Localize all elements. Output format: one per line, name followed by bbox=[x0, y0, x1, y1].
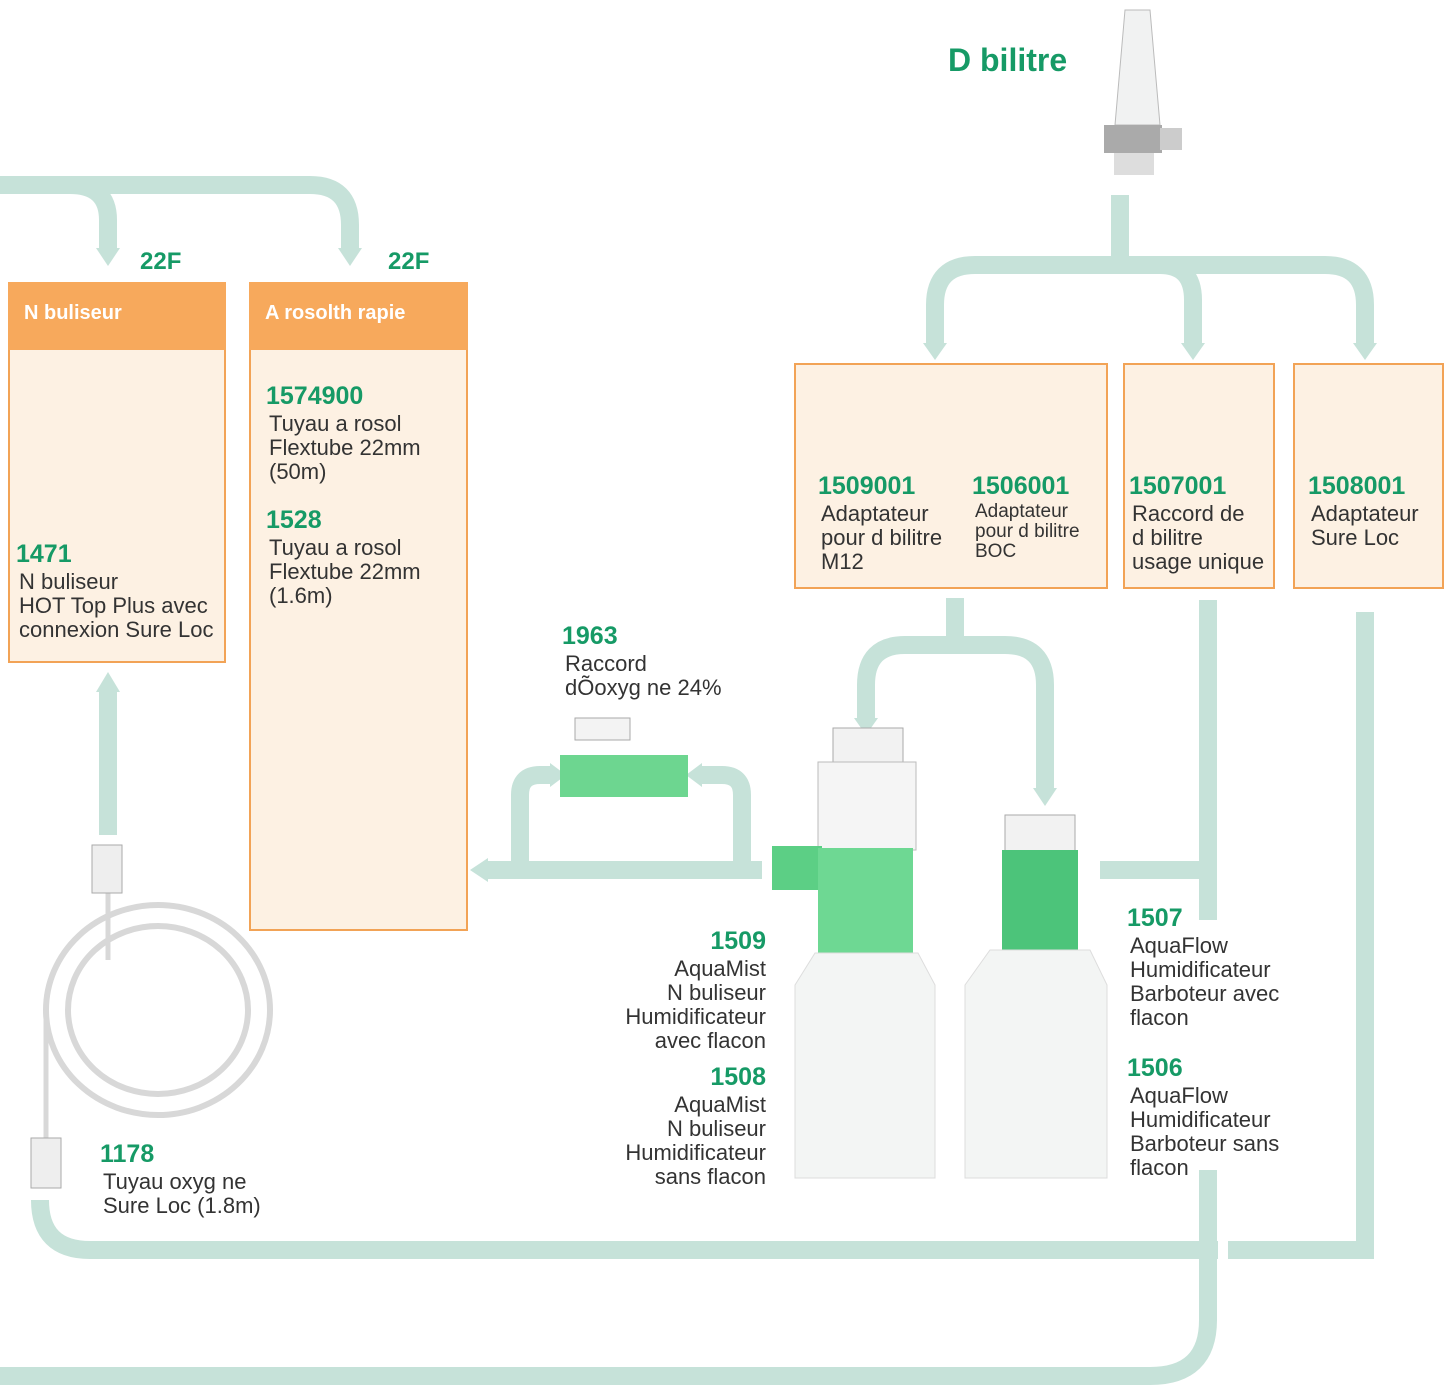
product-description: sans flacon bbox=[655, 1165, 766, 1189]
product-code: 1507 bbox=[1127, 904, 1183, 933]
arrow bbox=[1181, 343, 1205, 360]
shape bbox=[795, 953, 935, 1178]
arrow bbox=[96, 248, 120, 266]
shape bbox=[818, 762, 916, 850]
product-description: flacon bbox=[1130, 1006, 1189, 1030]
shape bbox=[818, 848, 913, 953]
port-label: 22F bbox=[140, 248, 181, 276]
product-code: 1574900 bbox=[266, 382, 363, 411]
arrow bbox=[338, 248, 362, 266]
pipe bbox=[935, 265, 1365, 345]
product-description: Tuyau a rosol bbox=[269, 412, 401, 436]
pipe bbox=[700, 775, 742, 862]
product-description: Humidificateur bbox=[625, 1141, 766, 1165]
connector-image bbox=[560, 718, 688, 797]
shape bbox=[31, 1138, 61, 1188]
box-header: A rosolth rapie bbox=[249, 282, 468, 350]
port-label: 22F bbox=[388, 248, 429, 276]
product-description: AquaMist bbox=[674, 1093, 766, 1117]
arrow bbox=[686, 763, 702, 787]
title: D bilitre bbox=[948, 42, 1067, 79]
product-description: Adaptateur bbox=[975, 502, 1068, 522]
product-description: BOC bbox=[975, 542, 1016, 562]
product-code: 1508 bbox=[710, 1063, 766, 1092]
diagram: N buliseur A rosolth rapie D bilitre 22F… bbox=[0, 0, 1453, 1385]
product-description: AquaFlow bbox=[1130, 1084, 1228, 1108]
flowmeter-tube bbox=[1115, 10, 1160, 125]
humidifier-images bbox=[772, 728, 1107, 1178]
arrow bbox=[923, 343, 947, 360]
shape bbox=[1002, 850, 1078, 950]
product-code: 1471 bbox=[16, 540, 72, 569]
product-code: 1506001 bbox=[972, 472, 1069, 501]
product-description: Sure Loc bbox=[1311, 526, 1399, 550]
product-description: N buliseur bbox=[667, 1117, 766, 1141]
pipe bbox=[955, 645, 1045, 790]
arrow bbox=[96, 672, 120, 692]
arrow bbox=[1353, 343, 1377, 360]
product-description: Tuyau oxyg ne bbox=[103, 1170, 247, 1194]
pipe bbox=[866, 598, 955, 720]
product-description: Barboteur avec bbox=[1130, 982, 1279, 1006]
product-code: 1508001 bbox=[1308, 472, 1405, 501]
shape bbox=[68, 926, 248, 1094]
product-description: Barboteur sans bbox=[1130, 1132, 1279, 1156]
product-code: 1507001 bbox=[1129, 472, 1226, 501]
product-description: pour d bilitre bbox=[821, 526, 942, 550]
product-description: dÕoxyg ne 24% bbox=[565, 676, 722, 700]
product-description: usage unique bbox=[1132, 550, 1264, 574]
pipe bbox=[0, 185, 350, 250]
shape bbox=[833, 728, 903, 764]
product-description: connexion Sure Loc bbox=[19, 618, 213, 642]
product-description: (50m) bbox=[269, 460, 326, 484]
product-description: Humidificateur bbox=[1130, 958, 1271, 982]
product-description: AquaFlow bbox=[1130, 934, 1228, 958]
arrow bbox=[1033, 788, 1057, 806]
shape bbox=[772, 846, 822, 890]
shape bbox=[46, 905, 270, 1115]
product-description: N buliseur bbox=[19, 570, 118, 594]
product-description: Raccord de bbox=[1132, 502, 1245, 526]
product-description: Flextube 22mm bbox=[269, 560, 421, 584]
product-description: Sure Loc (1.8m) bbox=[103, 1194, 261, 1218]
product-code: 1509001 bbox=[818, 472, 915, 501]
pipe bbox=[520, 775, 552, 862]
product-description: Humidificateur bbox=[625, 1005, 766, 1029]
product-description: HOT Top Plus avec bbox=[19, 594, 208, 618]
product-description: avec flacon bbox=[655, 1029, 766, 1053]
shape bbox=[92, 845, 122, 893]
product-description: Adaptateur bbox=[1311, 502, 1419, 526]
product-description: Adaptateur bbox=[821, 502, 929, 526]
product-description: N buliseur bbox=[667, 981, 766, 1005]
flowmeter-base bbox=[1114, 153, 1154, 175]
box-header: N buliseur bbox=[8, 282, 226, 350]
flowmeter bbox=[1104, 10, 1182, 175]
product-description: M12 bbox=[821, 550, 864, 574]
product-code: 1178 bbox=[100, 1140, 154, 1169]
product-description: AquaMist bbox=[674, 957, 766, 981]
product-code: 1528 bbox=[266, 506, 322, 535]
product-code: 1509 bbox=[710, 927, 766, 956]
product-description: Humidificateur bbox=[1130, 1108, 1271, 1132]
flowmeter-knob bbox=[1160, 128, 1182, 150]
shape bbox=[560, 755, 688, 797]
shape bbox=[1005, 815, 1075, 851]
oxygen-tube-image bbox=[31, 845, 270, 1188]
product-description: Raccord bbox=[565, 652, 647, 676]
product-description: d bilitre bbox=[1132, 526, 1203, 550]
product-description: flacon bbox=[1130, 1156, 1189, 1180]
product-code: 1963 bbox=[562, 622, 618, 651]
arrow bbox=[470, 858, 488, 882]
shape bbox=[575, 718, 630, 740]
shape bbox=[965, 950, 1107, 1178]
flowmeter-body bbox=[1104, 125, 1162, 153]
product-description: Flextube 22mm bbox=[269, 436, 421, 460]
product-code: 1506 bbox=[1127, 1054, 1183, 1083]
pipe bbox=[1160, 265, 1193, 345]
pipe bbox=[70, 185, 108, 250]
product-description: pour d bilitre bbox=[975, 522, 1080, 542]
product-description: (1.6m) bbox=[269, 584, 333, 608]
product-description: Tuyau a rosol bbox=[269, 536, 401, 560]
